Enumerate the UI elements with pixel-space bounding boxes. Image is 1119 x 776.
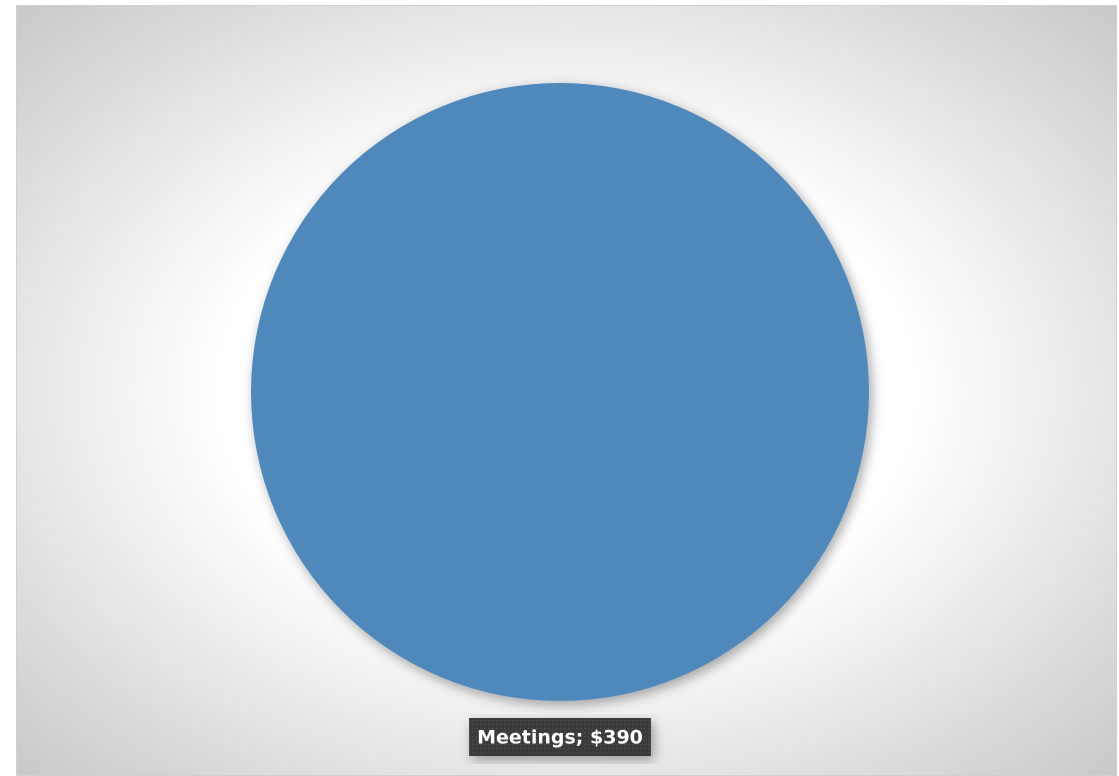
pie-slice: [251, 83, 869, 701]
plot: Meetings; $390: [251, 83, 869, 756]
data-label-box: [469, 718, 651, 756]
data-label-text: Meetings; $390: [477, 727, 643, 749]
data-label: Meetings; $390: [469, 718, 651, 756]
